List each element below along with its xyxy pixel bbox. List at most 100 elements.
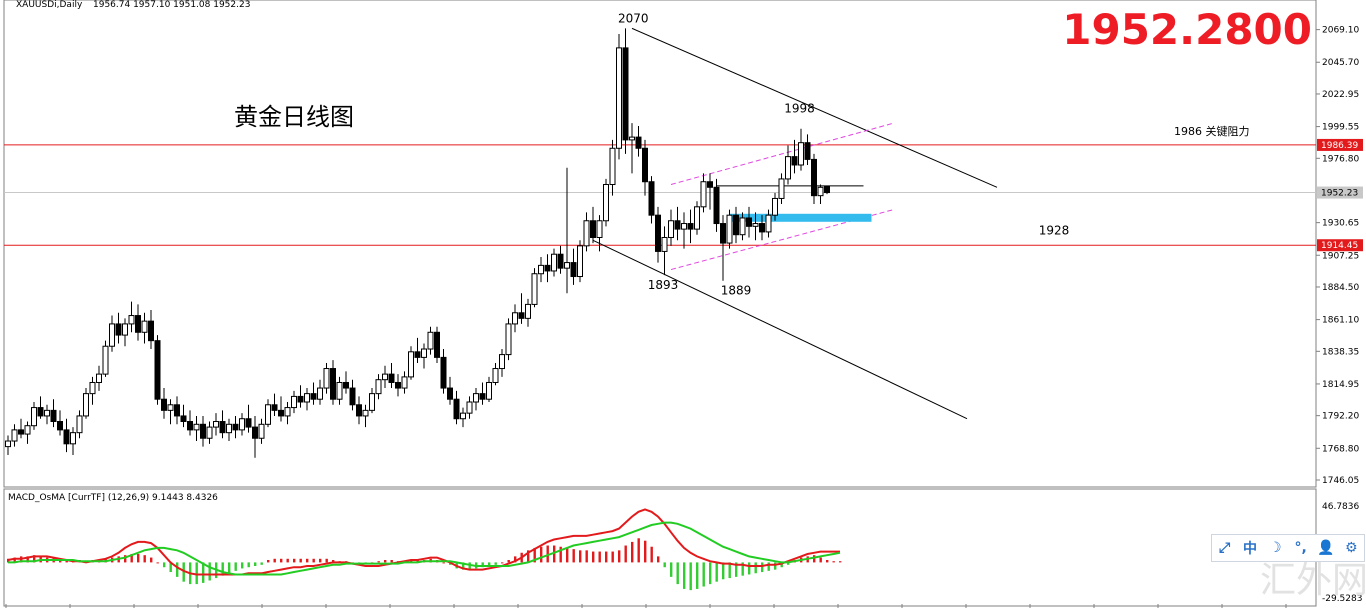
- candle-body: [694, 206, 700, 230]
- candle-body: [304, 393, 310, 403]
- candle-body: [102, 345, 109, 375]
- macd-histogram-bar: [579, 550, 582, 563]
- candle-body: [317, 387, 323, 400]
- candle-body: [681, 223, 687, 230]
- macd-histogram-bar: [787, 562, 790, 565]
- candle-body: [96, 373, 102, 383]
- candle-body: [323, 368, 330, 389]
- price-tag-label: 1986.39: [1321, 141, 1358, 151]
- candle-body: [63, 429, 70, 445]
- y-tick-label: 2069.10: [1322, 26, 1359, 36]
- y-tick-label: 1884.50: [1322, 283, 1359, 293]
- macd-histogram-bar: [572, 549, 575, 563]
- y-tick-label: 1746.05: [1322, 476, 1359, 486]
- macd-histogram-bar: [176, 562, 179, 577]
- candle-body: [596, 220, 603, 238]
- macd-histogram-bar: [130, 553, 133, 563]
- macd-histogram-bar: [65, 559, 68, 563]
- macd-histogram-bar: [728, 562, 731, 579]
- macd-histogram-bar: [676, 562, 679, 585]
- moon-icon[interactable]: ☽: [1269, 540, 1282, 556]
- macd-histogram-bar: [650, 546, 653, 563]
- chinese-input-icon[interactable]: 中: [1242, 541, 1257, 557]
- candle-body: [453, 398, 460, 420]
- candle-body: [50, 409, 57, 423]
- macd-histogram-bar: [761, 562, 764, 573]
- macd-histogram-bar: [163, 562, 166, 568]
- candle-body: [733, 214, 739, 236]
- macd-histogram-bar: [631, 541, 634, 563]
- indicator-header: MACD_OsMA [CurrTF] (12,26,9) 9.1443 8.43…: [8, 493, 218, 503]
- candle-body: [635, 136, 642, 149]
- macd-histogram-bar: [410, 559, 413, 563]
- candle-body: [460, 412, 466, 420]
- candle-body: [687, 223, 694, 230]
- candle-body: [570, 262, 577, 278]
- price-pane-frame: [3, 0, 1317, 488]
- punctuation-icon[interactable]: °,: [1294, 540, 1307, 556]
- candle-body: [174, 404, 180, 417]
- candle-body: [219, 421, 226, 434]
- chart-annotation: 2070: [618, 11, 649, 25]
- candle-body: [505, 323, 512, 356]
- macd-histogram-bar: [228, 562, 231, 574]
- candle-body: [330, 368, 336, 400]
- candle-body: [466, 401, 473, 414]
- candle-body: [609, 147, 616, 186]
- resize-icon[interactable]: ⤢: [1219, 540, 1231, 556]
- candle-body: [531, 273, 538, 305]
- macd-histogram-bar: [780, 562, 783, 568]
- macd-histogram-bar: [143, 555, 146, 563]
- candle-body: [336, 381, 343, 400]
- candle-body: [122, 323, 128, 336]
- macd-histogram-bar: [735, 562, 738, 577]
- macd-histogram-bar: [169, 562, 172, 573]
- candle-body: [811, 158, 817, 197]
- macd-histogram-bar: [195, 562, 198, 585]
- candle-body: [720, 223, 726, 244]
- candle-body: [252, 426, 258, 439]
- macd-histogram-bar: [826, 559, 829, 563]
- y-tick-label: 2022.95: [1322, 90, 1359, 100]
- candle-body: [375, 379, 382, 395]
- macd-histogram-bar: [819, 557, 822, 563]
- macd-y-tick-label: -29.5283: [1322, 594, 1362, 604]
- candle-body: [206, 426, 213, 439]
- macd-histogram-bar: [832, 561, 835, 563]
- candle-body: [538, 264, 544, 275]
- candle-body: [232, 423, 239, 431]
- settings-icon[interactable]: ⚙: [1345, 540, 1358, 556]
- candle-body: [551, 253, 557, 272]
- chart-annotation: 1893: [648, 278, 679, 292]
- macd-histogram-bar: [299, 558, 302, 563]
- symbol-header: XAUUSDi,Daily: [16, 0, 83, 10]
- candle-body: [648, 181, 655, 216]
- candle-body: [590, 220, 596, 238]
- candle-body: [115, 323, 122, 336]
- macd-histogram-bar: [624, 545, 627, 563]
- macd-histogram-bar: [468, 562, 471, 570]
- candle-body: [525, 303, 531, 319]
- candle-body: [746, 217, 752, 227]
- macd-histogram-bar: [481, 562, 484, 568]
- candle-body: [193, 423, 200, 431]
- candle-body: [18, 429, 24, 435]
- user-icon[interactable]: 👤: [1317, 540, 1335, 556]
- y-tick-label: 1999.55: [1322, 123, 1359, 133]
- macd-histogram-bar: [618, 550, 621, 563]
- price-tag: [1317, 138, 1363, 151]
- macd-histogram-bar: [839, 561, 842, 563]
- macd-histogram-bar: [273, 558, 276, 563]
- macd-histogram-bar: [325, 558, 328, 563]
- candle-body: [440, 356, 447, 389]
- macd-histogram-bar: [696, 562, 699, 589]
- upper-trend-line: [631, 27, 998, 188]
- candle-body: [239, 418, 245, 431]
- macd-histogram-bar: [13, 557, 16, 563]
- candle-body: [24, 425, 31, 435]
- y-tick-label: 1792.20: [1322, 412, 1359, 422]
- candle-body: [401, 376, 408, 389]
- macd-histogram-bar: [280, 558, 283, 563]
